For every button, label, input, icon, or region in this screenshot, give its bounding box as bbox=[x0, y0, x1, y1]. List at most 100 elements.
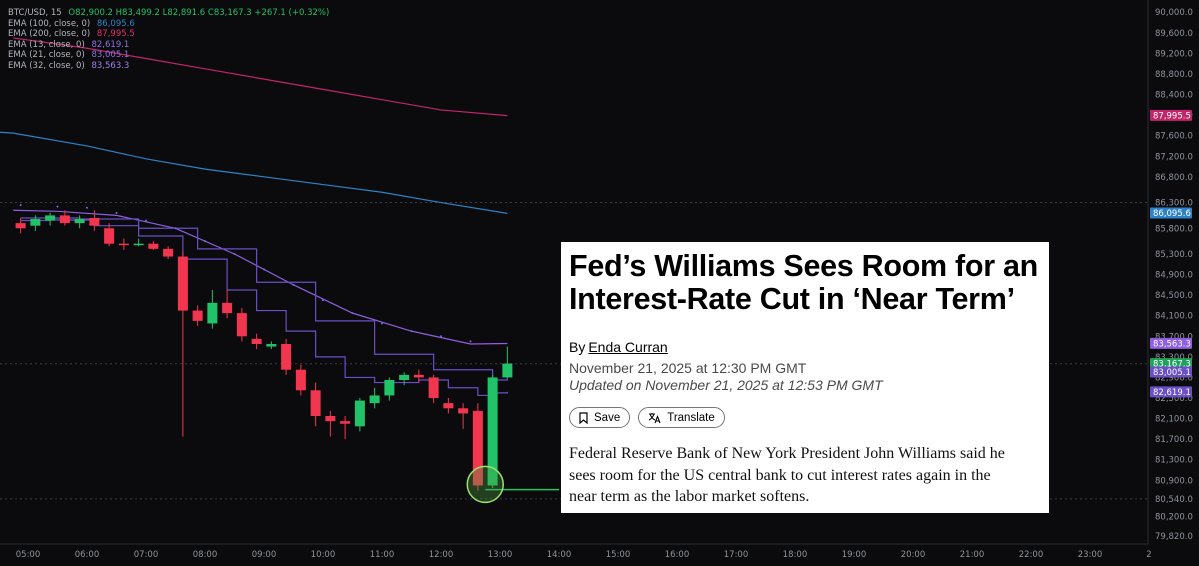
bearish-candle[interactable] bbox=[104, 228, 115, 244]
bearish-candle[interactable] bbox=[281, 343, 292, 370]
legend-ema32-value: 83,563.3 bbox=[91, 60, 130, 71]
bearish-candle[interactable] bbox=[148, 243, 159, 249]
price-badge-label: 83,167.3 bbox=[1153, 360, 1191, 370]
price-tick-label: 81,300.0 bbox=[1155, 456, 1193, 466]
news-article-card: Fed’s Williams Sees Room for an Interest… bbox=[561, 242, 1049, 513]
time-tick-label: 06:00 bbox=[75, 550, 100, 560]
legend-ema21-row[interactable]: EMA (21, close, 0) 83,005.1 bbox=[8, 50, 329, 61]
price-tick-label: 80,200.0 bbox=[1155, 512, 1193, 522]
indicator-legend: BTC/USD, 15 O82,900.2 H83,499.2 L82,891.… bbox=[8, 8, 329, 71]
publish-date: November 21, 2025 at 12:30 PM GMT bbox=[569, 360, 807, 376]
price-badge bbox=[1150, 337, 1192, 349]
bearish-candle[interactable] bbox=[15, 223, 26, 229]
bearish-candle[interactable] bbox=[177, 256, 188, 311]
legend-ema200-row[interactable]: EMA (200, close, 0) 87,995.5 bbox=[8, 29, 329, 40]
price-tick-label: 82,500.0 bbox=[1155, 394, 1193, 404]
bearish-candle[interactable] bbox=[310, 390, 321, 417]
bullish-candle[interactable] bbox=[266, 343, 277, 347]
bullish-candle[interactable] bbox=[74, 219, 85, 224]
price-tick-label: 86,300.0 bbox=[1155, 199, 1193, 209]
bullish-candle[interactable] bbox=[384, 380, 395, 396]
price-tick-label: 89,200.0 bbox=[1155, 49, 1193, 59]
time-tick-label: 19:00 bbox=[842, 550, 867, 560]
price-badge-label: 86,095.6 bbox=[1153, 209, 1191, 219]
ema-dot bbox=[86, 206, 88, 209]
bullish-candle[interactable] bbox=[30, 219, 41, 226]
highlight-circle bbox=[466, 465, 504, 504]
bullish-candle[interactable] bbox=[354, 400, 365, 427]
article-headline[interactable]: Fed’s Williams Sees Room for an Interest… bbox=[569, 249, 1038, 316]
price-tick-label: 87,600.0 bbox=[1155, 132, 1193, 142]
ema13-line bbox=[20, 219, 508, 397]
bearish-candle[interactable] bbox=[163, 248, 174, 257]
legend-ema100-label: EMA (100, close, 0) bbox=[8, 18, 91, 29]
price-tick-label: 89,600.0 bbox=[1155, 29, 1193, 39]
price-tick-label: 80,540.0 bbox=[1155, 495, 1193, 505]
legend-ema13-row[interactable]: EMA (13, close, 0) 82,619.1 bbox=[8, 40, 329, 51]
legend-ema32-label: EMA (32, close, 0) bbox=[8, 60, 85, 71]
author-link[interactable]: Enda Curran bbox=[588, 339, 668, 355]
bearish-candle[interactable] bbox=[428, 377, 439, 399]
ema-dot bbox=[410, 330, 413, 333]
bearish-candle[interactable] bbox=[192, 310, 203, 321]
price-badge bbox=[1150, 207, 1192, 219]
bearish-candle[interactable] bbox=[472, 410, 483, 486]
bearish-candle[interactable] bbox=[236, 313, 247, 337]
bullish-candle[interactable] bbox=[487, 377, 498, 486]
legend-ema32-row[interactable]: EMA (32, close, 0) 83,563.3 bbox=[8, 61, 329, 72]
time-tick-label: 05:00 bbox=[16, 550, 41, 560]
bearish-candle[interactable] bbox=[340, 421, 351, 424]
legend-symbol-row[interactable]: BTC/USD, 15 O82,900.2 H83,499.2 L82,891.… bbox=[8, 8, 329, 19]
bullish-candle[interactable] bbox=[502, 363, 513, 378]
time-tick-label: 20:00 bbox=[901, 550, 926, 560]
article-lede: Federal Reserve Bank of New York Preside… bbox=[569, 445, 1005, 505]
price-tick-label: 79,820.0 bbox=[1155, 532, 1193, 542]
bearish-candle[interactable] bbox=[458, 408, 469, 414]
time-tick-label: 21:00 bbox=[960, 550, 985, 560]
price-tick-label: 82,100.0 bbox=[1155, 415, 1193, 425]
time-tick-label: 16:00 bbox=[665, 550, 690, 560]
bearish-candle[interactable] bbox=[251, 338, 262, 344]
ema-dot bbox=[440, 335, 442, 338]
translate-label: Translate bbox=[667, 411, 715, 424]
ema-dot bbox=[381, 322, 383, 325]
bearish-candle[interactable] bbox=[413, 374, 424, 378]
bullish-candle[interactable] bbox=[399, 374, 410, 381]
time-tick-label: 09:00 bbox=[252, 550, 277, 560]
bullish-candle[interactable] bbox=[207, 302, 218, 324]
price-tick-label: 88,400.0 bbox=[1155, 91, 1193, 101]
bearish-candle[interactable] bbox=[325, 416, 336, 422]
ema21-line bbox=[20, 217, 508, 381]
save-button[interactable]: Save bbox=[569, 407, 631, 428]
price-badge-label: 82,619.1 bbox=[1153, 388, 1191, 398]
ema-dot bbox=[174, 227, 177, 230]
bullish-candle[interactable] bbox=[45, 215, 56, 221]
price-tick-label: 83,700.0 bbox=[1155, 332, 1193, 342]
legend-ema100-row[interactable]: EMA (100, close, 0) 86,095.6 bbox=[8, 19, 329, 30]
ema-dot bbox=[233, 252, 236, 255]
price-tick-label: 84,900.0 bbox=[1155, 271, 1193, 281]
bearish-candle[interactable] bbox=[295, 369, 306, 391]
price-badge-label: 83,005.1 bbox=[1153, 368, 1191, 378]
article-actions: Save Translate bbox=[569, 407, 1041, 428]
bullish-candle[interactable] bbox=[133, 243, 144, 246]
price-badge-label: 83,563.3 bbox=[1153, 339, 1191, 349]
price-tick-label: 90,000.0 bbox=[1155, 8, 1193, 18]
legend-ema200-value: 87,995.5 bbox=[96, 29, 135, 39]
translate-button[interactable]: Translate bbox=[638, 407, 725, 428]
bearish-candle[interactable] bbox=[118, 243, 129, 246]
legend-ema100-value: 86,095.6 bbox=[96, 18, 135, 29]
ema-dot bbox=[19, 204, 22, 207]
bullish-candle[interactable] bbox=[369, 395, 380, 404]
bearish-candle[interactable] bbox=[59, 215, 70, 224]
price-tick-label: 83,300.0 bbox=[1155, 353, 1193, 363]
time-tick-label: 07:00 bbox=[134, 550, 159, 560]
time-tick-label: 10:00 bbox=[311, 550, 336, 560]
bearish-candle[interactable] bbox=[443, 403, 454, 409]
bearish-candle[interactable] bbox=[89, 217, 100, 226]
ema-dot bbox=[351, 312, 354, 315]
ema-dot bbox=[292, 283, 295, 286]
bearish-candle[interactable] bbox=[222, 302, 233, 314]
price-badge bbox=[1150, 366, 1192, 378]
ema100-line bbox=[0, 131, 508, 214]
